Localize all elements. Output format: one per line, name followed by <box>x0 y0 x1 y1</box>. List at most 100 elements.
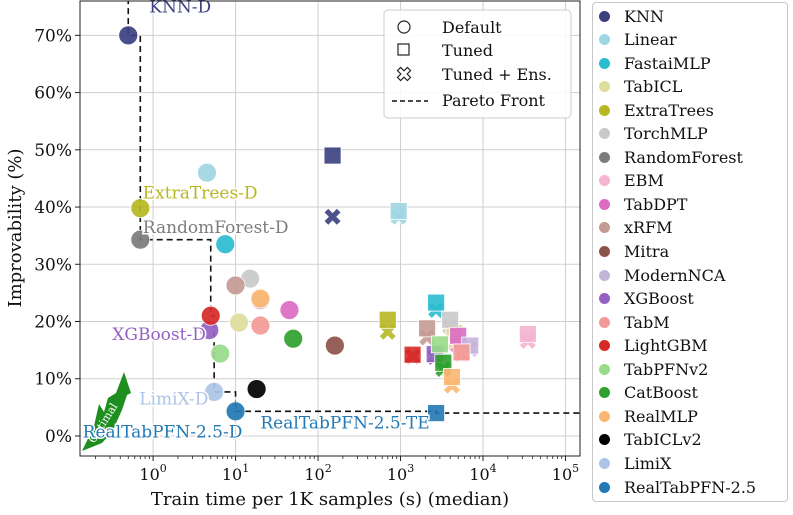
x-tick-base: 10 <box>469 465 489 484</box>
randomforest-default-point <box>130 229 151 250</box>
legend-swatch <box>599 340 610 352</box>
legend-item-tabdpt: TabDPT <box>599 194 687 214</box>
legend-swatch <box>599 10 610 22</box>
realtabpfn-2-5-default-point <box>225 401 246 422</box>
legend-item-lightgbm: LightGBM <box>599 336 708 356</box>
xrfm-tuned-point <box>418 319 436 338</box>
x-tick-base: 10 <box>552 465 572 484</box>
realtabpfn-2-5-tuned-point <box>427 404 445 422</box>
knn-default-point <box>118 25 139 46</box>
tabm-default-point <box>250 315 271 336</box>
legend-swatch <box>599 34 610 46</box>
annotation-knn-d: KNN-D <box>149 0 211 17</box>
legend-swatch <box>599 481 610 493</box>
annotation-randomforest-d: RandomForest-D <box>143 218 289 238</box>
legend-label: LightGBM <box>624 336 708 356</box>
legend-label: TabM <box>624 312 670 332</box>
legend-swatch <box>599 81 610 93</box>
legend-swatch <box>599 246 610 257</box>
legend-swatch <box>599 269 610 281</box>
legend-item-fastaimlp: FastaiMLP <box>599 53 711 73</box>
annotation-realtabpfn-2-5-d: RealTabPFN-2.5-D <box>83 423 243 443</box>
x-tick-exponent: 4 <box>490 462 497 475</box>
fastaimlp-tuned-point <box>427 293 445 312</box>
legend-label: RealTabPFN-2.5 <box>624 477 757 497</box>
x-tick-label: 101 <box>222 462 249 484</box>
legend-item-xgboost: XGBoost <box>599 289 694 309</box>
tabicl-default-point <box>229 312 249 333</box>
legend-swatch <box>599 293 610 305</box>
x-tick-exponent: 2 <box>325 462 332 475</box>
marker-legend-box <box>383 9 572 119</box>
legend-item-tabpfnv2: TabPFNv2 <box>599 359 708 379</box>
legend-label: ModernNCA <box>624 265 726 285</box>
legend-tuned-ens-label: Tuned + Ens. <box>442 65 552 84</box>
legend-label: TabPFNv2 <box>624 359 709 379</box>
model-legend: KNN Linear FastaiMLP TabICL ExtraTrees TorchM… <box>592 2 788 502</box>
legend-label: Linear <box>624 30 677 50</box>
x-tick-exponent: 5 <box>572 462 579 475</box>
legend-item-torchmlp: TorchMLP <box>599 124 708 144</box>
lightgbm-default-point <box>200 305 221 326</box>
knn-tuned-ens-point <box>323 207 342 226</box>
x-tick-base: 10 <box>304 465 324 484</box>
legend-item-realtabpfn-2-5: RealTabPFN-2.5 <box>599 477 756 497</box>
knn-tuned-point <box>323 146 342 165</box>
legend-label: XGBoost <box>624 289 694 309</box>
y-tick-label: 60% <box>34 84 72 104</box>
legend-swatch <box>599 434 610 446</box>
extratrees-default-point <box>130 198 151 219</box>
legend-item-mitra: Mitra <box>599 242 669 262</box>
y-tick-label: 40% <box>34 198 72 218</box>
realmlp-tuned-point <box>443 368 461 386</box>
legend-item-linear: Linear <box>599 30 677 50</box>
annotation-xgboost-d: XGBoost-D <box>112 325 206 345</box>
x-axis-label: Train time per 1K samples (s) (median) <box>151 489 509 510</box>
legend-swatch <box>599 387 610 399</box>
default-marker-icon <box>397 20 411 34</box>
ebm-tuned-point <box>518 325 537 343</box>
y-tick-label: 10% <box>34 370 72 390</box>
x-tick-base: 10 <box>387 465 407 484</box>
annotation-limix-d: LimiX-D <box>139 389 208 409</box>
legend-item-tabm: TabM <box>599 312 670 332</box>
linear-tuned-point <box>389 202 408 220</box>
legend-pareto-label: Pareto Front <box>442 91 546 110</box>
legend-label: Mitra <box>624 242 670 261</box>
xrfm-default-point <box>225 275 246 296</box>
legend-swatch <box>599 410 610 422</box>
y-tick-label: 30% <box>34 255 72 275</box>
annotation-extratrees-d: ExtraTrees-D <box>143 183 258 203</box>
marker-legend: Default Tuned Tuned + Ens. Pareto Front <box>383 9 572 119</box>
tabiclv2-default-point <box>246 379 267 399</box>
legend-label: TabICLv2 <box>624 430 702 450</box>
x-tick-label: 103 <box>387 462 414 484</box>
legend-label: TabICL <box>624 77 683 97</box>
legend-label: RandomForest <box>624 147 743 167</box>
legend-label: ExtraTrees <box>624 100 714 120</box>
tuned-ens-marker-icon <box>396 66 412 82</box>
x-tick-label: 104 <box>469 462 496 484</box>
legend-swatch <box>599 363 610 375</box>
annotation-realtabpfn-2-5-te: RealTabPFN-2.5-TE <box>260 414 429 434</box>
legend-swatch <box>599 198 610 210</box>
extratrees-tuned-point <box>378 310 397 329</box>
legend-label: TorchMLP <box>624 124 708 144</box>
legend-swatch <box>599 57 610 69</box>
legend-swatch <box>599 151 610 163</box>
y-tick-label: 50% <box>34 141 72 161</box>
x-tick-base: 10 <box>139 465 159 484</box>
legend-item-xrfm: xRFM <box>599 218 673 238</box>
legend-item-catboost: CatBoost <box>599 383 698 403</box>
legend-item-knn: KNN <box>599 6 664 26</box>
legend-swatch <box>599 104 610 116</box>
legend-swatch <box>599 128 610 140</box>
mitra-default-point <box>324 335 345 356</box>
legend-item-realmlp: RealMLP <box>599 406 698 426</box>
legend-default-label: Default <box>442 18 502 37</box>
legend-label: EBM <box>624 171 664 191</box>
catboost-default-point <box>283 328 304 349</box>
x-tick-base: 10 <box>222 465 242 484</box>
legend-item-randomforest: RandomForest <box>599 147 743 167</box>
y-tick-label: 0% <box>45 427 72 447</box>
